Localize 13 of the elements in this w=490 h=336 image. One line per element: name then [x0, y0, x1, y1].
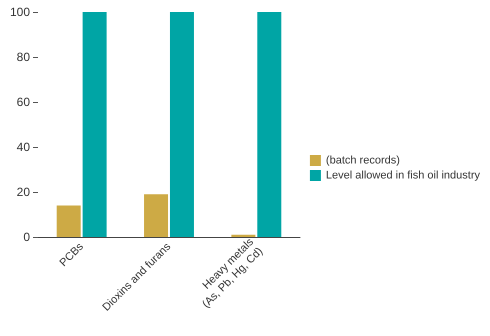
bar: [257, 12, 282, 237]
y-tick-label: 0: [23, 230, 30, 244]
bar: [56, 206, 81, 237]
y-tick-label: 100: [10, 5, 30, 19]
legend-label: (batch records): [326, 154, 400, 166]
y-tick-label: 20: [16, 185, 30, 199]
bar: [82, 12, 107, 237]
y-tick-label: 40: [16, 140, 30, 154]
bar: [170, 12, 194, 237]
bar: [144, 194, 168, 237]
y-tick-label: 80: [16, 50, 30, 64]
legend-label: Level allowed in fish oil industry: [326, 170, 480, 182]
y-tick-label: 60: [16, 95, 30, 109]
